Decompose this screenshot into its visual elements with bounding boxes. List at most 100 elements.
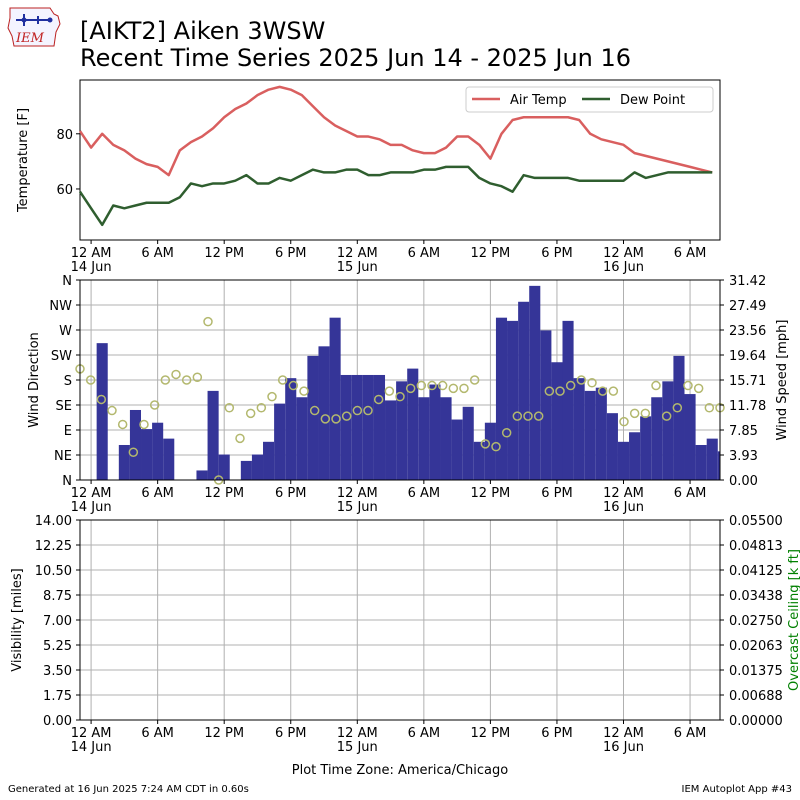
wind-speed-bar — [196, 470, 208, 480]
ceiling-tick-label: 0.00688 — [729, 689, 783, 704]
wind-direction-marker — [171, 369, 181, 380]
x-tick-label: 12 PM — [204, 246, 244, 261]
wind-direction-marker — [597, 386, 608, 396]
wind-direction-marker — [331, 414, 341, 424]
x-date-label: 16 Jun — [603, 740, 644, 755]
wind-direction-marker — [555, 386, 565, 396]
x-tick-label: 6 AM — [141, 726, 174, 741]
wind-speed-bar — [473, 441, 485, 480]
wind-direction-marker — [373, 394, 384, 405]
wind-direction-marker — [405, 383, 416, 394]
wind-panel: N NE E SE S SW W NW N 0.00 3.93 7.85 11.78 15.71 19.64… — [27, 274, 790, 515]
wind-direction-marker — [469, 375, 480, 385]
x-tick-label: 6 PM — [541, 726, 572, 741]
x-tick-label: 12 AM — [337, 486, 378, 501]
wind-direction-marker — [395, 391, 405, 402]
wind-direction-marker — [256, 403, 267, 413]
wind-direction-marker — [384, 386, 395, 396]
speed-tick-label: 11.78 — [729, 399, 766, 414]
dew-point-line — [78, 165, 713, 227]
x-tick-label: 6 AM — [408, 486, 441, 501]
generated-note: Generated at 16 Jun 2025 7:24 AM CDT in … — [8, 784, 249, 795]
wind-direction-marker — [117, 419, 128, 430]
wind-speed-bar — [373, 374, 386, 480]
ceiling-tick-label: 0.01375 — [729, 664, 783, 679]
wind-speed-bar — [529, 285, 541, 480]
wind-direction-marker — [203, 316, 213, 327]
wind-direction-marker — [363, 405, 373, 416]
direction-tick-label: SE — [56, 399, 72, 414]
direction-tick-label: S — [64, 374, 72, 389]
ceiling-axis-label: Overcast Ceiling [k ft] — [787, 549, 800, 691]
x-tick-label: 12 PM — [204, 726, 244, 741]
wind-direction-marker — [491, 441, 501, 452]
wind-speed-bar — [152, 422, 164, 480]
air-temp-line — [78, 85, 713, 177]
wind-direction-marker — [192, 372, 203, 382]
wind-speed-bar — [640, 416, 652, 480]
wind-direction-marker — [523, 411, 533, 421]
wind-direction-marker — [139, 419, 149, 430]
ceiling-tick-label: 0.05500 — [729, 514, 783, 529]
wind-speed-bar — [673, 355, 685, 480]
wind-direction-marker — [107, 405, 117, 416]
x-tick-label: 12 PM — [471, 486, 511, 501]
wind-direction-marker — [640, 408, 651, 419]
wind-speed-bar — [451, 419, 463, 480]
x-tick-label: 12 PM — [471, 726, 511, 741]
legend-label-air-temp: Air Temp — [510, 93, 567, 108]
x-tick-label: 12 PM — [204, 486, 244, 501]
speed-tick-label: 31.42 — [729, 274, 766, 289]
wind-direction-marker — [245, 408, 256, 419]
ceiling-tick-label: 0.00000 — [729, 714, 783, 729]
station-title: [AIKT2] Aiken 3WSW — [80, 17, 326, 45]
y-tick-label: 60 — [56, 183, 73, 198]
ceiling-tick-label: 0.02063 — [729, 639, 783, 654]
legend-label-dew-point: Dew Point — [620, 93, 685, 108]
temperature-axis-label: Temperature [F] — [16, 108, 31, 213]
direction-tick-label: N — [62, 274, 72, 289]
x-date-label: 15 Jun — [337, 260, 378, 275]
wind-direction-marker — [661, 411, 672, 421]
speed-tick-label: 7.85 — [729, 424, 758, 439]
x-date-label: 16 Jun — [603, 500, 644, 515]
timezone-label: Plot Time Zone: America/Chicago — [291, 763, 509, 778]
wind-direction-marker — [352, 405, 363, 416]
direction-tick-label: NE — [54, 449, 72, 464]
x-tick-label: 6 AM — [141, 246, 174, 261]
wind-speed-bar — [285, 378, 297, 480]
wind-direction-marker — [160, 375, 171, 385]
wind-direction-marker — [224, 403, 235, 413]
wind-speed-bar — [407, 368, 419, 480]
x-tick-label: 6 AM — [674, 726, 707, 741]
wind-speed-bar — [396, 381, 408, 480]
x-tick-label: 12 PM — [471, 246, 511, 261]
wind-direction-marker — [512, 411, 523, 421]
wind-speed-bar — [318, 346, 330, 480]
speed-tick-label: 19.64 — [729, 349, 766, 364]
x-date-label: 16 Jun — [603, 260, 644, 275]
wind-direction-marker — [576, 375, 587, 385]
x-tick-label: 12 AM — [71, 726, 112, 741]
speed-tick-label: 3.93 — [729, 449, 758, 464]
wind-speed-bar — [662, 381, 674, 480]
wind-speed-bar — [274, 403, 286, 480]
wind-direction-marker — [693, 383, 704, 394]
wind-speed-bar — [706, 438, 718, 480]
wind-speed-bar — [362, 374, 374, 480]
wind-direction-marker — [299, 386, 309, 396]
y-tick-label: 80 — [56, 128, 73, 143]
speed-tick-label: 0.00 — [729, 474, 758, 489]
ceiling-tick-label: 0.02750 — [729, 614, 783, 629]
x-tick-label: 12 AM — [71, 486, 112, 501]
iem-logo: IEM — [6, 6, 66, 50]
wind-speed-bar — [695, 444, 707, 480]
x-date-label: 14 Jun — [71, 740, 112, 755]
wind-direction-marker — [128, 447, 139, 457]
visibility-tick-label: 5.25 — [43, 639, 72, 654]
visibility-tick-label: 12.25 — [35, 539, 72, 554]
wind-speed-bar — [484, 422, 496, 480]
wind-speed-bar — [462, 406, 474, 480]
wind-direction-marker — [267, 391, 277, 402]
